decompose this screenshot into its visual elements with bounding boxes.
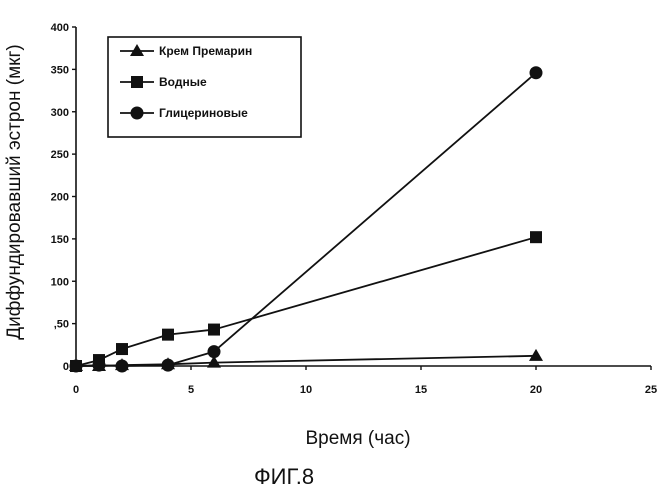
data-point-circle <box>93 359 106 372</box>
figure-caption: ФИГ.8 <box>254 464 314 489</box>
x-tick-label: 0 <box>73 384 79 396</box>
y-tick-label: ,50 <box>54 319 69 331</box>
legend: Крем Премарин Водные Глицериновые <box>108 37 301 137</box>
x-tick-label: 20 <box>530 384 542 396</box>
x-tick-label: 10 <box>300 384 312 396</box>
y-tick-label: 350 <box>51 64 69 76</box>
series-square <box>70 231 542 372</box>
data-point-square <box>530 231 542 243</box>
legend-label: Глицериновые <box>159 106 248 120</box>
legend-label: Крем Премарин <box>159 44 252 58</box>
legend-item: Водные <box>120 75 207 89</box>
y-tick-label: 100 <box>51 276 69 288</box>
data-point-circle <box>70 360 83 373</box>
legend-marker-circle <box>131 107 144 120</box>
legend-label: Водные <box>159 75 207 89</box>
y-tick-label: 250 <box>51 149 69 161</box>
data-point-square <box>116 343 128 355</box>
data-point-circle <box>162 359 175 372</box>
x-tick-label: 15 <box>415 384 427 396</box>
y-axis-title: Диффундировавший эстрон (мкг) <box>4 44 25 339</box>
y-tick-label: 400 <box>51 22 69 34</box>
x-tick-label: 25 <box>645 384 657 396</box>
y-tick-label: 150 <box>51 234 69 246</box>
data-point-circle <box>530 66 543 79</box>
data-point-triangle <box>529 349 543 361</box>
data-point-square <box>208 324 220 336</box>
y-tick-label: 0 <box>63 361 69 373</box>
series-line <box>76 356 536 366</box>
data-point-circle <box>116 360 129 373</box>
legend-item: Глицериновые <box>120 106 248 120</box>
legend-marker-square <box>131 76 143 88</box>
series-line <box>76 237 536 366</box>
data-point-circle <box>208 345 221 358</box>
x-axis-title: Время (час) <box>305 428 410 449</box>
y-tick-label: 200 <box>51 192 69 204</box>
data-point-square <box>162 329 174 341</box>
x-tick-label: 5 <box>188 384 194 396</box>
y-tick-label: 300 <box>51 107 69 119</box>
